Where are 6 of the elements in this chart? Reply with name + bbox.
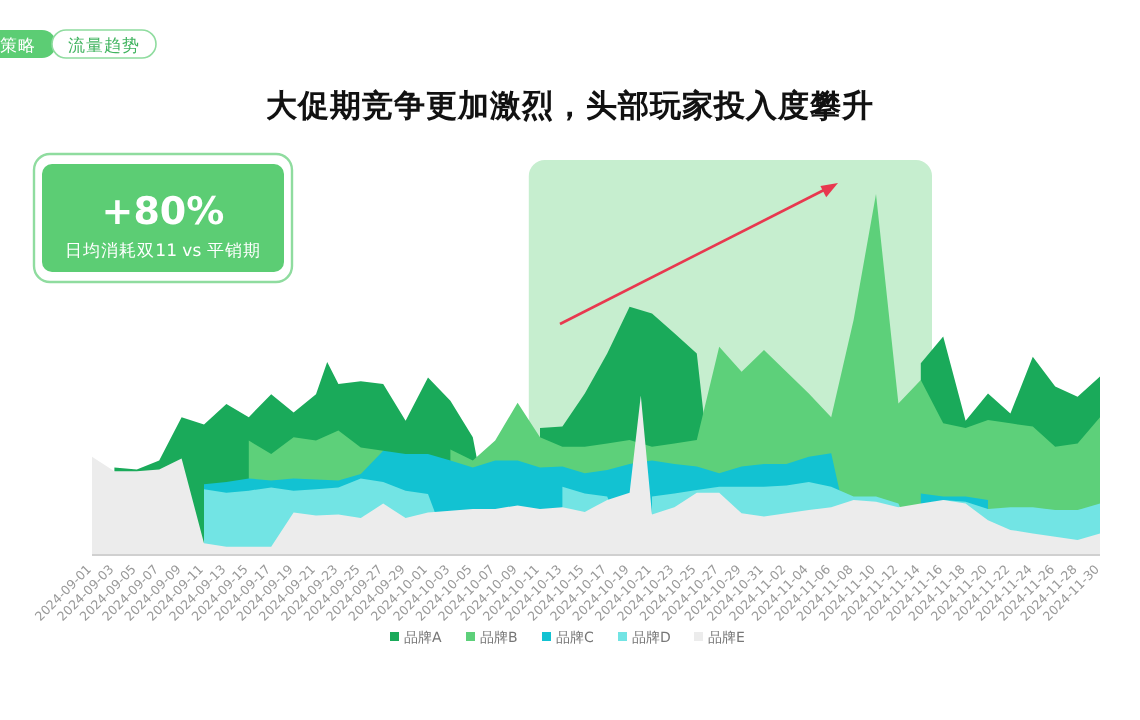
chart-title: 大促期竞争更加激烈，头部玩家投入度攀升 [266, 86, 874, 124]
callout: +80% 日均消耗双11 vs 平销期 [32, 152, 294, 284]
text: 流量趋势 [68, 35, 140, 57]
text: 策略 [0, 35, 36, 57]
annotation: 日均消耗双11 vs 平销期 [65, 240, 261, 262]
annotation: +80% [101, 190, 225, 234]
